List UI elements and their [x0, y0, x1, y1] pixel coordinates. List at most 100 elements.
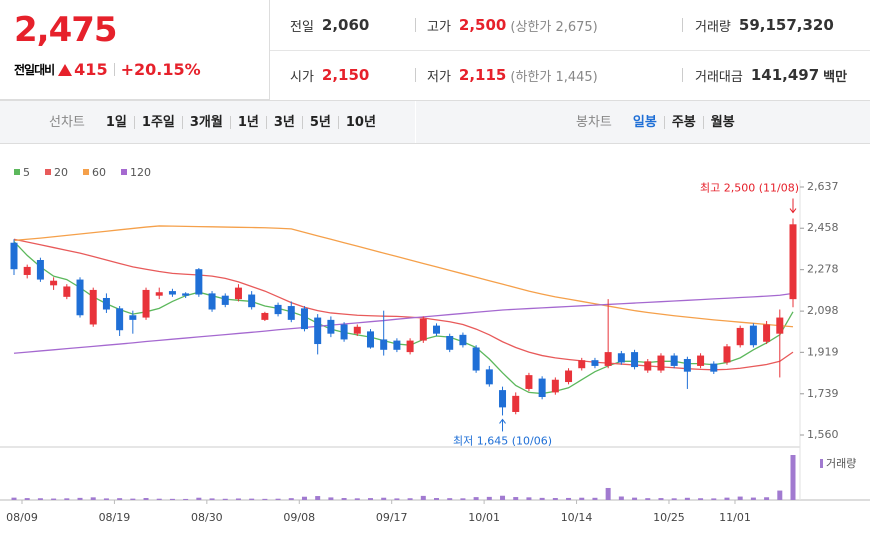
volume-bar — [367, 498, 373, 500]
candle-body — [234, 287, 242, 300]
candle-body — [670, 355, 678, 366]
legend-swatch — [45, 169, 51, 175]
candle-body — [485, 369, 493, 385]
volume-bar — [169, 498, 175, 500]
volume-bar — [37, 498, 43, 500]
volume-bar — [671, 498, 677, 500]
volume-bar — [539, 497, 545, 500]
tab[interactable]: 주봉 — [663, 115, 703, 129]
candle-body — [287, 306, 295, 320]
candle-body — [168, 291, 176, 295]
candle-body — [129, 315, 137, 320]
tab[interactable]: 3년 — [265, 115, 302, 129]
legend-label: 120 — [130, 166, 151, 179]
candle-body — [248, 294, 256, 308]
stat-value: 141,497 — [750, 66, 820, 84]
candle-body — [10, 242, 18, 270]
volume-bar — [645, 498, 651, 500]
volume-bar — [222, 498, 228, 500]
candle-body — [776, 317, 784, 334]
volume-bar — [434, 498, 440, 500]
volume-bar — [143, 498, 149, 500]
volume-bar — [764, 497, 770, 500]
candle-body — [314, 317, 322, 345]
candle-tabs: 봉차트 일봉 주봉 월봉 — [569, 101, 742, 143]
stat: 거래대금 141,497 백만 — [695, 50, 847, 100]
tab[interactable]: 3개월 — [181, 115, 230, 129]
candle-body — [565, 370, 573, 383]
volume-bar — [103, 498, 109, 500]
candle-body — [644, 361, 652, 371]
stat-note: (하한가 1,445) — [510, 69, 598, 85]
volume-bar — [315, 496, 321, 500]
volume-bar — [447, 498, 453, 500]
candle-body — [472, 347, 480, 371]
tab[interactable]: 선차트 — [49, 114, 85, 130]
candle-body — [195, 269, 203, 295]
stat-value: 2,500 — [458, 16, 507, 34]
candle-body — [36, 259, 44, 280]
volume-bar — [249, 498, 255, 500]
tab[interactable]: 일봉 — [632, 114, 657, 130]
tab[interactable]: 1일 — [105, 114, 127, 130]
volume-bar — [235, 498, 241, 500]
stat-value: 59,157,320 — [738, 16, 834, 34]
candle-body — [617, 353, 625, 363]
candle-body — [406, 340, 414, 353]
candle-body — [736, 327, 744, 346]
volume-label: 거래량 — [826, 457, 856, 470]
volume-bar — [513, 497, 519, 500]
divider — [682, 68, 683, 82]
x-tick-label: 11/01 — [719, 511, 751, 524]
tab[interactable]: 월봉 — [702, 115, 742, 129]
stat-label: 고가 — [427, 19, 451, 35]
tab[interactable]: 10년 — [337, 115, 383, 129]
y-tick-label: 1,919 — [807, 345, 839, 358]
volume-bar — [500, 495, 506, 500]
volume-legend-swatch — [820, 459, 823, 468]
volume-bar — [407, 498, 413, 500]
y-tick-label: 2,098 — [807, 304, 839, 317]
volume-bar — [658, 498, 664, 500]
volume-bar — [262, 498, 268, 500]
candle-body — [446, 335, 454, 350]
candle-body — [50, 280, 58, 286]
candle-body — [604, 352, 612, 366]
volume-bar — [750, 497, 756, 500]
change-label: 전일대비 — [14, 63, 55, 77]
y-tick-label: 1,739 — [807, 387, 839, 400]
volume-bar — [275, 498, 281, 500]
low-arrow-head — [499, 418, 506, 424]
tab[interactable]: 1주일 — [133, 115, 182, 129]
ma-line — [13, 292, 794, 354]
candle-body — [499, 390, 507, 408]
candle-body — [657, 355, 665, 371]
legend-swatch — [14, 169, 20, 175]
tab[interactable]: 5년 — [301, 115, 338, 129]
candle-body — [710, 363, 718, 372]
volume-bar — [381, 497, 387, 500]
volume-bar — [301, 496, 307, 500]
stat: 저가 2,115 (하한가 1,445) — [427, 50, 598, 100]
divider — [682, 18, 683, 32]
candle-body — [433, 325, 441, 334]
candle-body — [697, 355, 705, 366]
change: 415 — [74, 60, 108, 79]
candle-body — [116, 308, 124, 331]
tab[interactable]: 1년 — [229, 115, 266, 129]
legend-swatch — [121, 169, 127, 175]
stat: 고가 2,500 (상한가 2,675) — [427, 0, 598, 50]
candle-body — [221, 295, 229, 305]
stat: 시가 2,150 — [290, 50, 369, 100]
volume-bar — [618, 496, 624, 500]
line-tabs: 선차트 1일 1주일 3개월 1년 3년 5년 10년 — [42, 101, 383, 143]
candle-body — [723, 346, 731, 363]
volume-bar — [790, 455, 796, 500]
tab[interactable]: 봉차트 — [576, 114, 612, 130]
candle-body — [591, 360, 599, 366]
volume-bar — [605, 487, 611, 500]
candle-body — [380, 339, 388, 350]
x-tick-label: 10/01 — [468, 511, 500, 524]
volume-bar — [711, 498, 717, 500]
candle-body — [23, 266, 31, 275]
